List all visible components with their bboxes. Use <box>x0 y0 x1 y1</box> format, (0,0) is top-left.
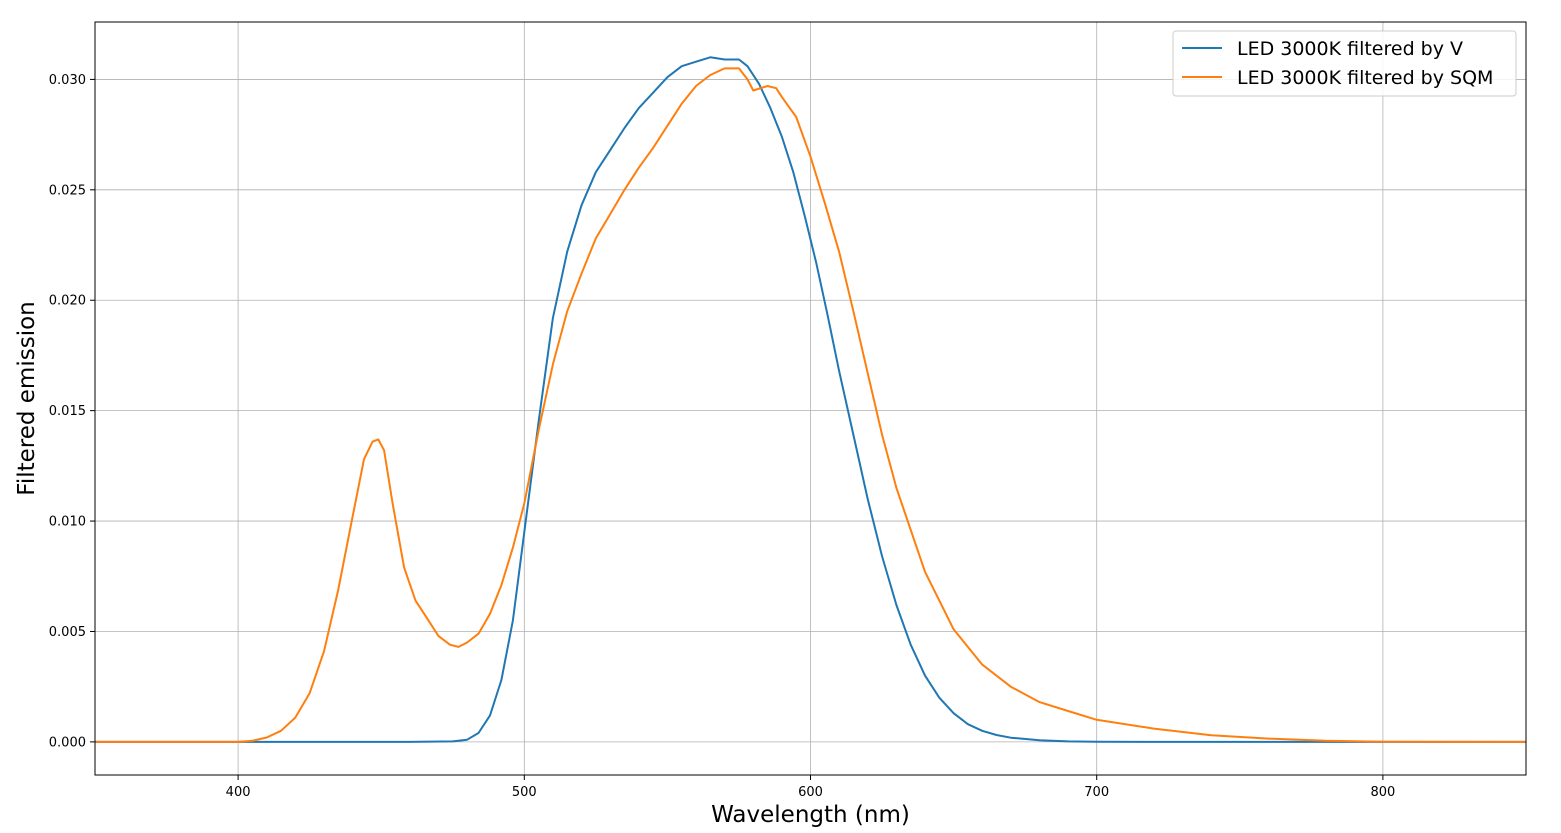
x-axis-ticks: 400 500 600 700 800 <box>226 775 1395 800</box>
x-tick-label: 400 <box>226 785 251 800</box>
series-line-2 <box>95 67 1527 743</box>
x-tick-label: 600 <box>798 785 823 800</box>
y-tick-label: 0.020 <box>49 294 86 309</box>
x-tick-label: 700 <box>1084 785 1109 800</box>
y-tick-label: 0.030 <box>49 73 86 88</box>
legend-box <box>1172 30 1517 97</box>
legend: LED 3000K filtered by V LED 3000K filtere… <box>1172 30 1517 97</box>
y-tick-label: 0.010 <box>49 515 86 530</box>
series-line-1 <box>95 56 1526 743</box>
y-tick-label: 0.005 <box>49 625 86 640</box>
y-tick-label: 0.015 <box>49 404 86 419</box>
x-tick-label: 500 <box>512 785 537 800</box>
x-tick-label: 800 <box>1370 785 1395 800</box>
y-tick-label: 0.000 <box>49 735 86 750</box>
y-tick-label: 0.025 <box>49 183 86 198</box>
x-axis-label: Wavelength (nm) <box>711 802 910 828</box>
legend-label: LED 3000K filtered by SQM <box>1237 67 1493 89</box>
y-axis-ticks: 0.000 0.005 0.010 0.015 0.020 0.025 0.030 <box>49 73 95 750</box>
y-axis-label: Filtered emission <box>14 301 40 495</box>
legend-label: LED 3000K filtered by V <box>1237 38 1463 60</box>
series-lines <box>95 56 1527 743</box>
